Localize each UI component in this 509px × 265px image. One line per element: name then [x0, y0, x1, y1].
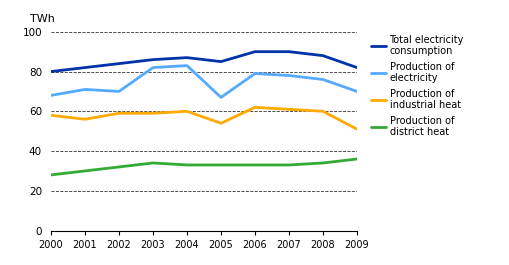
Production of
district heat [116, 165, 122, 169]
Total electricity
consumption [217, 60, 223, 63]
Legend: Total electricity
consumption, Production of
electricity, Production of
industri: Total electricity consumption, Productio… [371, 35, 463, 137]
Production of
industrial heat [150, 112, 156, 115]
Production of
industrial heat [353, 128, 359, 131]
Production of
district heat [217, 163, 223, 166]
Line: Total electricity
consumption: Total electricity consumption [51, 52, 356, 72]
Production of
electricity [82, 88, 88, 91]
Production of
district heat [251, 163, 258, 166]
Total electricity
consumption [353, 66, 359, 69]
Production of
electricity [184, 64, 190, 67]
Production of
industrial heat [286, 108, 292, 111]
Production of
electricity [48, 94, 54, 97]
Total electricity
consumption [82, 66, 88, 69]
Production of
industrial heat [48, 114, 54, 117]
Total electricity
consumption [150, 58, 156, 61]
Production of
district heat [353, 157, 359, 161]
Total electricity
consumption [184, 56, 190, 59]
Production of
electricity [286, 74, 292, 77]
Production of
industrial heat [82, 118, 88, 121]
Line: Production of
electricity: Production of electricity [51, 65, 356, 97]
Production of
electricity [251, 72, 258, 75]
Total electricity
consumption [116, 62, 122, 65]
Text: TWh: TWh [30, 14, 54, 24]
Production of
district heat [286, 163, 292, 166]
Production of
electricity [353, 90, 359, 93]
Line: Production of
industrial heat: Production of industrial heat [51, 107, 356, 129]
Production of
district heat [82, 169, 88, 173]
Production of
industrial heat [116, 112, 122, 115]
Production of
district heat [319, 161, 325, 165]
Production of
district heat [150, 161, 156, 165]
Total electricity
consumption [319, 54, 325, 57]
Production of
industrial heat [184, 110, 190, 113]
Production of
electricity [150, 66, 156, 69]
Production of
electricity [319, 78, 325, 81]
Production of
district heat [48, 173, 54, 176]
Production of
industrial heat [217, 122, 223, 125]
Line: Production of
district heat: Production of district heat [51, 159, 356, 175]
Production of
district heat [184, 163, 190, 166]
Production of
industrial heat [319, 110, 325, 113]
Total electricity
consumption [48, 70, 54, 73]
Production of
electricity [116, 90, 122, 93]
Production of
electricity [217, 96, 223, 99]
Total electricity
consumption [251, 50, 258, 53]
Production of
industrial heat [251, 106, 258, 109]
Total electricity
consumption [286, 50, 292, 53]
